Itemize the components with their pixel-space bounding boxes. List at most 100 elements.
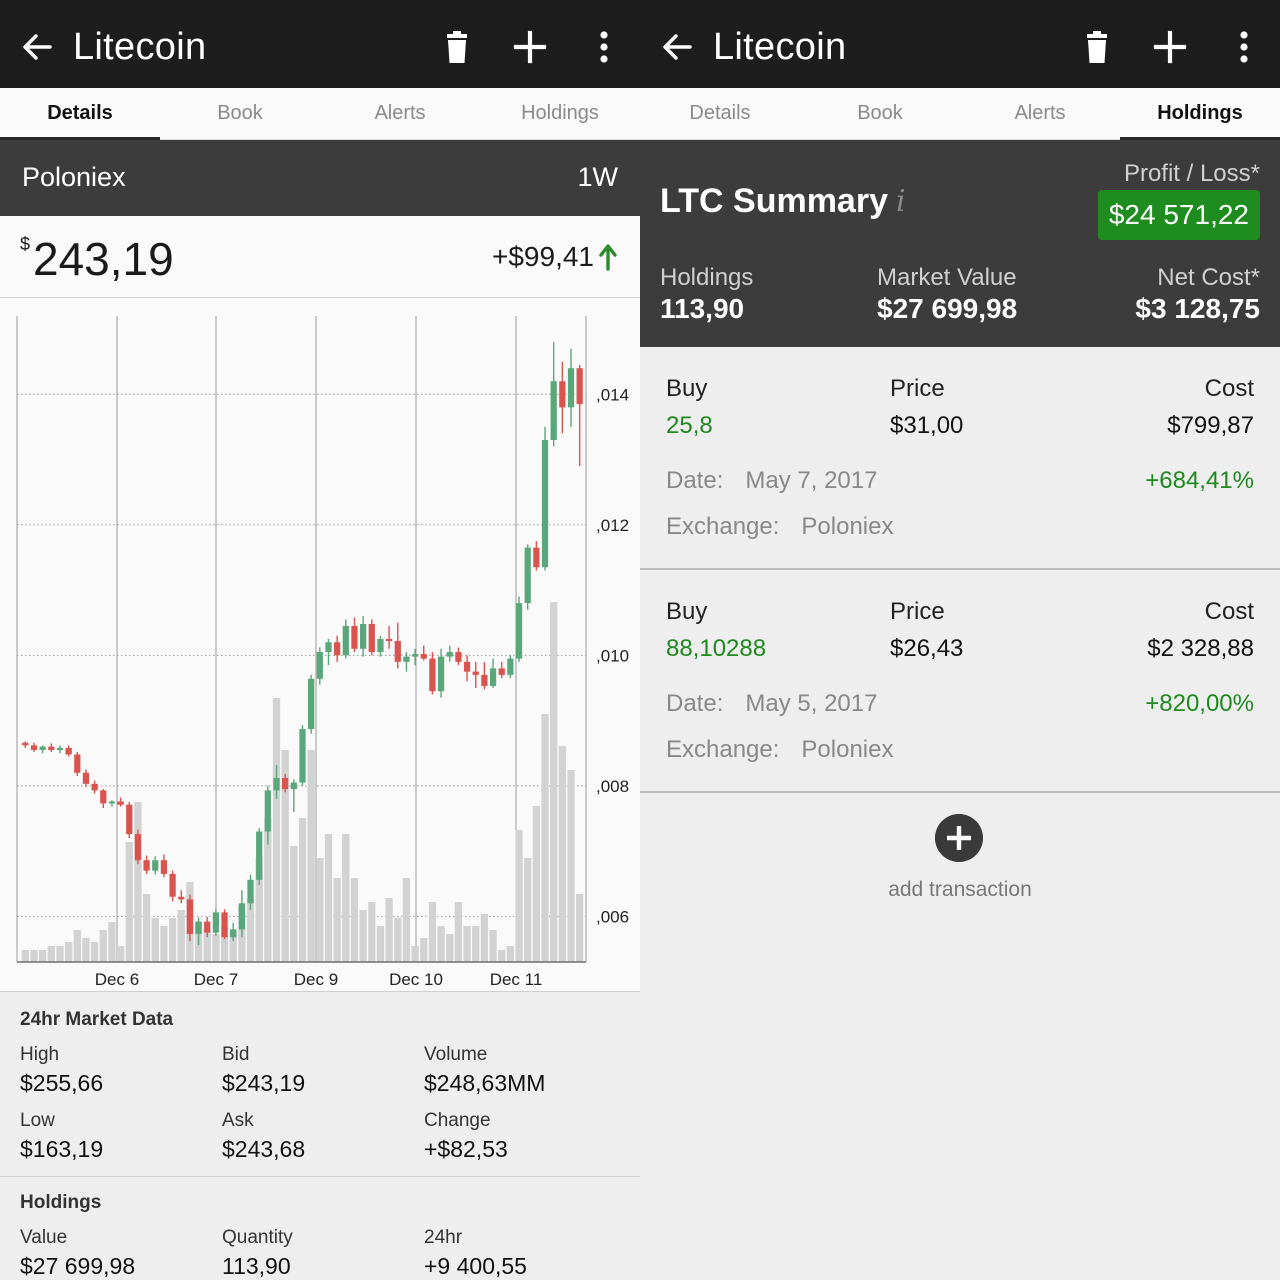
candlestick-chart[interactable]: ,014 ,012 ,010 ,008 ,006 Dec 6 Dec 7 Dec 9 Dec 1…: [0, 298, 640, 992]
tx-type: Buy: [666, 598, 708, 625]
volume-bar: [203, 930, 211, 962]
volume-bar: [567, 770, 575, 962]
app-bar: Litecoin: [640, 0, 1280, 88]
volume-bar: [342, 834, 350, 962]
tx-price-label: Price: [890, 375, 945, 402]
candle-body: [481, 674, 488, 686]
candle-body: [186, 899, 194, 934]
candle-body: [273, 777, 280, 791]
volume-bar: [368, 902, 376, 962]
volume-bar: [298, 818, 307, 962]
price-row: $ 243,19 +$99,41: [0, 216, 640, 298]
tab-holdings[interactable]: Holdings: [521, 102, 599, 124]
volume-bar: [411, 946, 419, 962]
summary-title: LTC Summary: [660, 182, 888, 220]
candle-body: [559, 381, 566, 408]
candle-body: [368, 623, 375, 653]
volume-bar: [350, 878, 359, 962]
back-arrow-icon[interactable]: [660, 30, 694, 64]
plus-icon[interactable]: [513, 30, 547, 64]
tab-alerts[interactable]: Alerts: [374, 102, 426, 124]
tx-cost: $2 328,88: [1147, 635, 1254, 662]
volume-bar: [220, 926, 229, 962]
volume-bar: [480, 914, 489, 962]
candle-body: [411, 654, 419, 657]
candle-body: [65, 747, 72, 755]
candle-body: [455, 652, 462, 662]
add-transaction[interactable]: add transaction: [640, 792, 1280, 932]
candle-body: [446, 652, 453, 657]
profit-loss-badge: $24 571,22: [1097, 190, 1260, 240]
tab-holdings[interactable]: Holdings: [1120, 88, 1280, 141]
more-vertical-icon[interactable]: [587, 30, 621, 64]
candle-body: [463, 661, 471, 672]
up-arrow-icon: [599, 244, 617, 271]
timeframe-selector[interactable]: 1W: [577, 162, 619, 192]
back-arrow-icon[interactable]: [20, 30, 54, 64]
add-circle-icon[interactable]: [935, 814, 983, 862]
more-vertical-icon[interactable]: [1227, 30, 1261, 64]
volume-bar: [428, 902, 437, 962]
candle-body: [420, 654, 427, 659]
volume-bar: [290, 846, 298, 962]
volume-bar: [402, 878, 411, 962]
add-transaction-label[interactable]: add transaction: [888, 878, 1032, 901]
transaction-item[interactable]: Buy 25,8 Price $31,00 Cost $799,87 Date:…: [640, 347, 1280, 570]
plus-icon[interactable]: [1153, 30, 1187, 64]
tx-date: May 5, 2017: [745, 690, 878, 717]
volume-bar: [576, 894, 584, 962]
tab-book[interactable]: Book: [857, 102, 903, 124]
tx-exchange: Poloniex: [801, 736, 894, 763]
tab-bar: Details Book Alerts Holdings: [0, 88, 640, 141]
info-icon[interactable]: i: [896, 184, 906, 219]
candle-body: [403, 656, 410, 662]
candle-body: [256, 831, 263, 880]
tx-cost-label: Cost: [1204, 375, 1254, 402]
trash-icon[interactable]: [1080, 30, 1114, 64]
tab-alerts[interactable]: Alerts: [1014, 102, 1066, 124]
candle-body: [134, 834, 142, 861]
volume-value: $248,63MM: [424, 1070, 546, 1096]
net-cost-value: $3 128,75: [1135, 293, 1260, 324]
candle-body: [204, 921, 211, 933]
volume-bar: [65, 942, 73, 962]
price-change: +$99,41: [492, 241, 594, 272]
candle-body: [91, 783, 98, 791]
tx-date-label: Date:: [666, 690, 724, 717]
y-tick-label: ,012: [596, 516, 629, 535]
x-tick-label: Dec 9: [294, 970, 338, 989]
candle-body: [82, 772, 90, 784]
volume-bar: [307, 750, 315, 962]
price-chart[interactable]: ,014 ,012 ,010 ,008 ,006 Dec 6 Dec 7 Dec 9 Dec 1…: [0, 298, 640, 992]
candle-body: [308, 678, 315, 730]
holdings-quantity-label: Quantity: [222, 1227, 293, 1248]
volume-bar: [142, 894, 151, 962]
exchange-selector[interactable]: Poloniex: [22, 162, 126, 192]
tx-date: May 7, 2017: [745, 467, 878, 494]
x-tick-label: Dec 6: [95, 970, 139, 989]
tx-cost: $799,87: [1167, 412, 1254, 439]
candle-body: [143, 860, 150, 871]
holdings-24hr: +9 400,55: [424, 1253, 527, 1279]
tab-details[interactable]: Details: [0, 88, 160, 141]
candle-body: [282, 777, 289, 790]
volume-bar: [359, 910, 367, 962]
candle-body: [507, 658, 514, 675]
tab-details[interactable]: Details: [689, 102, 751, 124]
volume-bar: [125, 842, 133, 962]
market-data-section: 24hr Market Data High $255,66 Bid $243,1…: [0, 993, 640, 1177]
volume-bar: [177, 910, 185, 962]
tab-book[interactable]: Book: [217, 102, 263, 124]
candle-body: [100, 790, 107, 804]
volume-bar: [212, 934, 220, 962]
trash-icon[interactable]: [440, 30, 474, 64]
holdings-screen: Litecoin Details Book Alerts Holdings LT…: [640, 0, 1280, 1280]
candle-body: [247, 879, 254, 904]
volume-bar: [506, 946, 515, 962]
y-tick-label: ,014: [596, 385, 629, 404]
volume-bar: [116, 946, 125, 962]
volume-bar: [376, 926, 385, 962]
transaction-item[interactable]: Buy 88,10288 Price $26,43 Cost $2 328,88…: [640, 570, 1280, 793]
candle-body: [325, 642, 332, 653]
tx-price: $26,43: [890, 635, 964, 662]
